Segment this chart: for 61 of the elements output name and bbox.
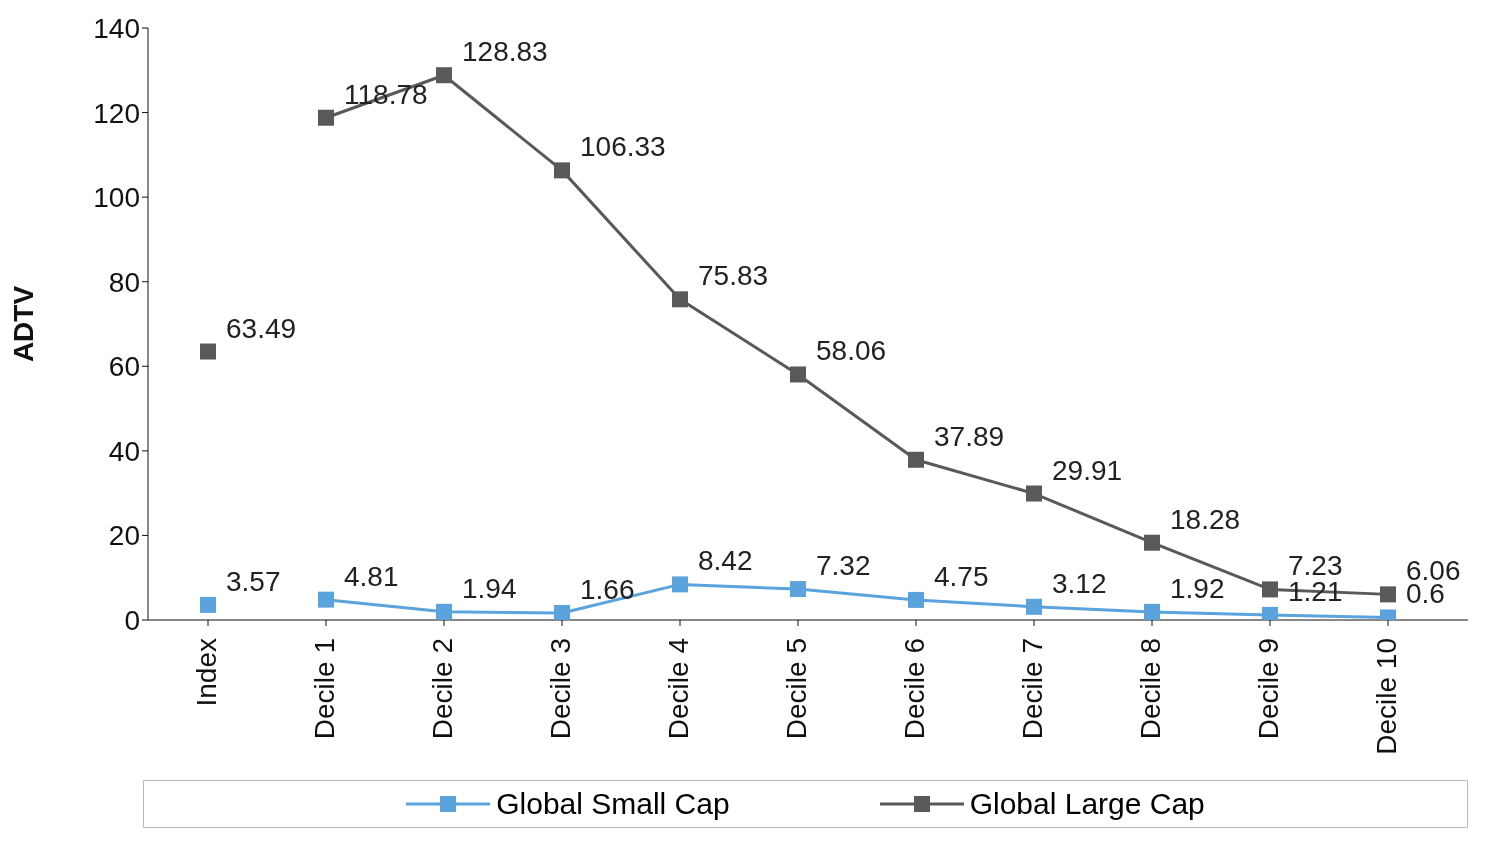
y-axis-title: ADTV <box>7 285 39 363</box>
point <box>318 591 334 608</box>
x-tick-label: Index <box>190 638 222 707</box>
data-label: 1.92 <box>1170 572 1225 604</box>
data-label: 75.83 <box>698 260 769 292</box>
data-label: 58.06 <box>816 335 887 367</box>
point <box>790 581 806 598</box>
y-tick-label: 0 <box>124 604 140 636</box>
data-label: 1.66 <box>580 573 635 605</box>
data-label: 29.91 <box>1052 454 1123 486</box>
point <box>908 451 924 468</box>
data-label: 63.49 <box>226 312 297 344</box>
x-tick-label: Decile 6 <box>898 638 930 740</box>
x-tick-label: Decile 5 <box>780 638 812 740</box>
data-label: 4.75 <box>934 560 989 592</box>
y-tick-label: 40 <box>108 435 140 467</box>
point <box>1026 598 1042 615</box>
y-tick-label: 140 <box>93 12 140 44</box>
y-tick-label: 120 <box>93 97 140 129</box>
data-label: 4.81 <box>344 560 399 592</box>
point <box>790 366 806 383</box>
data-label: 18.28 <box>1170 503 1241 535</box>
data-label: 1.94 <box>462 572 517 604</box>
point <box>1262 581 1278 598</box>
point <box>1144 603 1160 620</box>
y-tick-label: 80 <box>108 266 140 298</box>
point <box>1380 586 1396 603</box>
x-tick-label: Decile 1 <box>308 638 340 740</box>
data-label: 7.32 <box>816 550 871 582</box>
legend-label: Global Small Cap <box>495 787 730 821</box>
x-tick-label: Decile 10 <box>1370 638 1402 755</box>
point <box>908 591 924 608</box>
y-tick-label: 100 <box>93 182 140 214</box>
point <box>672 291 688 308</box>
x-tick-label: Decile 2 <box>426 638 458 740</box>
point <box>1262 606 1278 620</box>
point <box>1144 534 1160 551</box>
data-label: 3.57 <box>226 565 281 597</box>
data-label: 37.89 <box>934 420 1005 452</box>
y-tick-label: 20 <box>108 520 140 552</box>
point <box>554 604 570 620</box>
legend-label: Global Large Cap <box>968 787 1205 821</box>
data-label: 8.42 <box>698 545 753 577</box>
point <box>1026 485 1042 502</box>
point <box>554 162 570 179</box>
point <box>200 596 216 613</box>
data-label: 106.33 <box>580 131 666 163</box>
point <box>436 603 452 620</box>
y-tick-label: 60 <box>108 351 140 383</box>
x-tick-label: Decile 8 <box>1134 638 1166 740</box>
x-tick-label: Decile 3 <box>544 638 576 740</box>
data-label: 128.83 <box>462 36 548 68</box>
x-tick-label: Decile 9 <box>1252 638 1284 740</box>
point <box>318 109 334 126</box>
data-label: 7.23 <box>1288 550 1343 582</box>
point <box>200 343 216 360</box>
x-tick-label: Decile 4 <box>662 638 694 740</box>
x-tick-label: Decile 7 <box>1016 638 1048 740</box>
point <box>672 576 688 593</box>
data-label: 3.12 <box>1052 567 1107 599</box>
point <box>436 67 452 84</box>
